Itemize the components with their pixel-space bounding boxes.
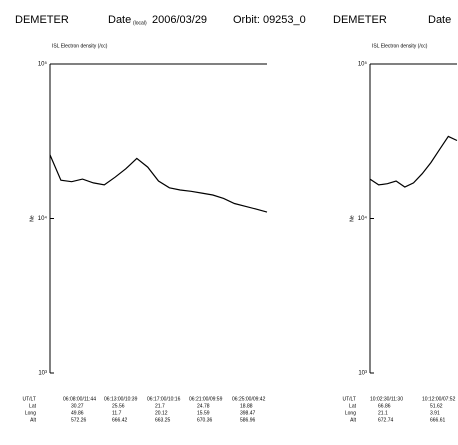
cell: 11.7	[112, 410, 122, 416]
y-tick-label: 10⁵	[38, 61, 48, 68]
row-label: UT/LT	[22, 396, 36, 402]
cell: 15.59	[197, 410, 210, 416]
y-tick-label: 10³	[358, 371, 367, 377]
orbit: Orbit: 09253_0	[233, 14, 306, 26]
cell: 18.88	[240, 403, 253, 409]
cell: 06:17:00/10:16	[147, 396, 181, 402]
cell: 06:13:00/10:39	[104, 396, 138, 402]
cell: 49.86	[71, 410, 84, 416]
cell: 24.78	[197, 403, 210, 409]
instrument: DEMETER	[15, 14, 69, 26]
date: 2006/03/29	[152, 14, 207, 26]
subtitle: ISL Electron density (/cc)	[52, 43, 108, 49]
cell: 398.47	[240, 410, 256, 416]
cell: 30.27	[71, 403, 84, 409]
cell: 586.96	[240, 417, 256, 423]
cell: 06:25:00/09:42	[232, 396, 266, 402]
row-label: Long	[25, 410, 36, 416]
cell: 20.12	[155, 410, 168, 416]
row-label: Lat	[29, 403, 37, 409]
cell: 21.1	[378, 410, 388, 416]
cell: 672.74	[378, 417, 394, 423]
cell: 06:21:00/09:59	[189, 396, 223, 402]
instrument: DEMETER	[333, 14, 387, 26]
row-label: Alt	[30, 417, 36, 423]
cell: 572.26	[71, 417, 87, 423]
subtitle: ISL Electron density (/cc)	[372, 43, 428, 49]
density-line	[369, 135, 458, 188]
row-label: Lat	[349, 403, 357, 409]
y-tick-label: 10³	[38, 371, 47, 377]
cell: 06:08:00/11:44	[63, 396, 96, 402]
cell: 666.42	[112, 417, 128, 423]
date-sub: (local)	[133, 20, 147, 26]
date-label: Date	[108, 14, 131, 26]
y-tick-label: 10⁵	[358, 61, 368, 68]
cell: 51.62	[430, 403, 443, 409]
density-line	[49, 154, 268, 213]
y-label: Ne	[29, 215, 35, 222]
row-label: Long	[345, 410, 356, 416]
row-label: UT/LT	[342, 396, 356, 402]
cell: 66.86	[378, 403, 391, 409]
y-tick-label: 10⁴	[38, 215, 48, 222]
y-tick-label: 10⁴	[358, 215, 368, 222]
y-label: Ne	[349, 215, 355, 222]
cell: 663.25	[155, 417, 171, 423]
cell: 3.91	[430, 410, 440, 416]
cell: 670.36	[197, 417, 213, 423]
cell: 10:02:30/11:30	[370, 396, 403, 402]
cell: 10:12:00/07:52	[422, 396, 456, 402]
cell: 21.7	[155, 403, 165, 409]
cell: 25.56	[112, 403, 125, 409]
cell: 666.61	[430, 417, 446, 423]
row-label: Alt	[350, 417, 356, 423]
date-label: Date	[428, 14, 451, 26]
